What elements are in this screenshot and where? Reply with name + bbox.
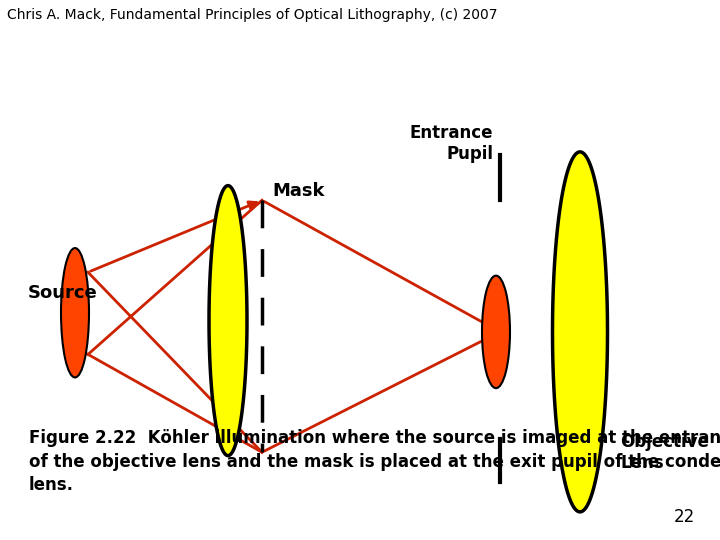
Text: 22: 22 xyxy=(673,509,695,526)
Polygon shape xyxy=(552,152,608,512)
Text: Chris A. Mack, Fundamental Principles of Optical Lithography, (c) 2007: Chris A. Mack, Fundamental Principles of… xyxy=(7,8,498,22)
Text: Mask: Mask xyxy=(272,183,325,200)
Text: Figure 2.22  Köhler illumination where the source is imaged at the entrance pupi: Figure 2.22 Köhler illumination where th… xyxy=(29,429,720,495)
Polygon shape xyxy=(209,186,247,456)
Text: Source: Source xyxy=(28,284,98,301)
Text: Objective
Lens: Objective Lens xyxy=(620,433,709,472)
Ellipse shape xyxy=(482,275,510,388)
Text: Entrance
Pupil: Entrance Pupil xyxy=(410,124,493,163)
Ellipse shape xyxy=(61,248,89,377)
